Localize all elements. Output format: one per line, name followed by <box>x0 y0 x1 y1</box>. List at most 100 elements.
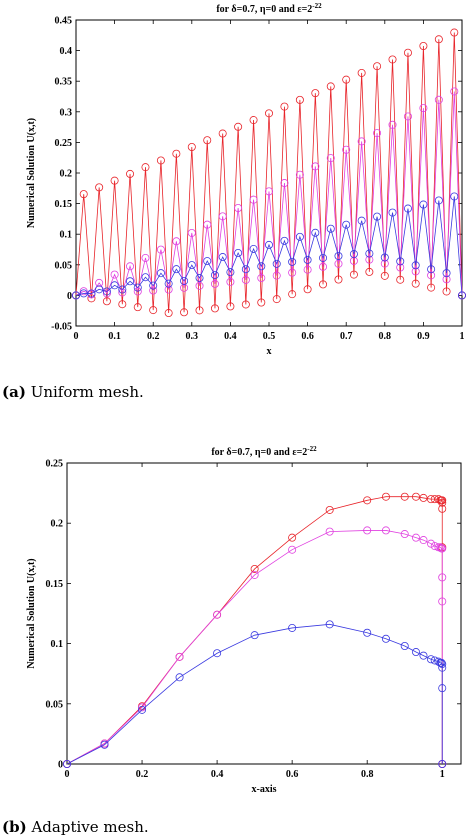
data-point <box>373 212 382 221</box>
data-point <box>249 116 258 125</box>
data-point <box>411 492 420 501</box>
data-point <box>133 303 142 312</box>
data-point <box>373 129 382 138</box>
data-point <box>210 304 219 313</box>
y-tick-label: -0.05 <box>51 322 72 333</box>
data-point <box>326 224 335 233</box>
chart-title: for δ=0.7, η=0 and ε=2-22 <box>216 2 322 15</box>
data-point <box>349 250 358 259</box>
x-tick-label: 0.3 <box>186 331 199 342</box>
data-point <box>272 271 281 280</box>
data-point <box>363 526 372 535</box>
x-tick-label: 0.9 <box>417 331 430 342</box>
data-point <box>427 265 436 274</box>
data-point <box>442 275 451 284</box>
data-point <box>172 237 181 246</box>
data-point <box>241 275 250 284</box>
data-point <box>110 270 119 279</box>
data-point <box>438 496 447 505</box>
data-point <box>357 137 366 146</box>
data-point <box>442 287 451 296</box>
data-point <box>342 75 351 84</box>
data-point <box>264 240 273 249</box>
y-tick-label: 0.4 <box>60 46 73 57</box>
x-axis-label: x <box>267 346 272 357</box>
data-point <box>288 257 297 266</box>
data-point <box>288 545 297 554</box>
x-axis-label: x-axis <box>252 784 277 795</box>
caption-uniform-mesh: (a) Uniform mesh. <box>2 383 144 401</box>
series-1 <box>63 492 447 768</box>
data-point <box>110 176 119 185</box>
data-point <box>457 291 466 300</box>
data-point <box>411 261 420 270</box>
data-point <box>326 82 335 91</box>
data-point <box>156 156 165 165</box>
data-point <box>438 504 447 513</box>
data-point <box>325 505 334 514</box>
y-tick-label: 0.05 <box>55 260 73 271</box>
y-tick-label: 0.1 <box>60 230 73 241</box>
data-point <box>226 302 235 311</box>
data-point <box>303 255 312 264</box>
data-point <box>118 288 127 297</box>
data-point <box>95 285 104 294</box>
y-tick-label: 0.35 <box>55 77 73 88</box>
data-point <box>149 286 158 295</box>
y-axis-label: Numerical Solution U(x,t) <box>26 118 37 228</box>
x-tick-label: 0.6 <box>286 769 299 780</box>
data-point <box>102 287 111 296</box>
data-point <box>365 267 374 276</box>
x-tick-label: 0 <box>65 769 70 780</box>
y-tick-label: 0.15 <box>55 199 73 210</box>
data-point <box>218 253 227 262</box>
x-tick-label: 0.1 <box>108 331 121 342</box>
data-point <box>213 649 222 658</box>
data-point <box>213 610 222 619</box>
data-point <box>250 631 259 640</box>
x-tick-label: 0.7 <box>340 331 353 342</box>
x-tick-label: 0 <box>74 331 79 342</box>
data-point <box>226 268 235 277</box>
data-point <box>388 55 397 64</box>
data-point <box>342 145 351 154</box>
data-point <box>381 526 390 535</box>
data-point <box>156 269 165 278</box>
data-point <box>426 655 435 664</box>
y-tick-label: 0.3 <box>60 107 73 118</box>
series-line <box>75 91 463 296</box>
data-point <box>400 492 409 501</box>
data-point <box>203 220 212 229</box>
data-point <box>295 232 304 241</box>
data-point <box>218 212 227 221</box>
data-point <box>234 122 243 131</box>
data-point <box>226 277 235 286</box>
data-point <box>325 620 334 629</box>
caption-text: Adaptive mesh. <box>31 818 149 836</box>
y-tick-label: 0.2 <box>60 169 73 180</box>
data-point <box>411 267 420 276</box>
data-point <box>319 262 328 271</box>
data-point <box>234 248 243 257</box>
data-point <box>419 536 428 545</box>
data-point <box>403 112 412 121</box>
y-tick-label: 0 <box>58 760 63 771</box>
series-2 <box>72 87 466 300</box>
data-point <box>288 623 297 632</box>
data-point <box>180 308 189 317</box>
data-point <box>264 109 273 118</box>
data-point <box>249 244 258 253</box>
x-tick-label: 0.2 <box>147 331 160 342</box>
data-point <box>126 262 135 271</box>
data-point <box>357 68 366 77</box>
data-point <box>280 236 289 245</box>
data-point <box>195 274 204 283</box>
data-point <box>95 183 104 192</box>
x-tick-label: 0.8 <box>361 769 374 780</box>
series-3 <box>63 620 447 768</box>
data-point <box>436 543 445 552</box>
data-point <box>63 759 72 768</box>
data-point <box>203 136 212 145</box>
caption-adaptive-mesh: (b) Adaptive mesh. <box>2 818 149 836</box>
data-point <box>210 271 219 280</box>
